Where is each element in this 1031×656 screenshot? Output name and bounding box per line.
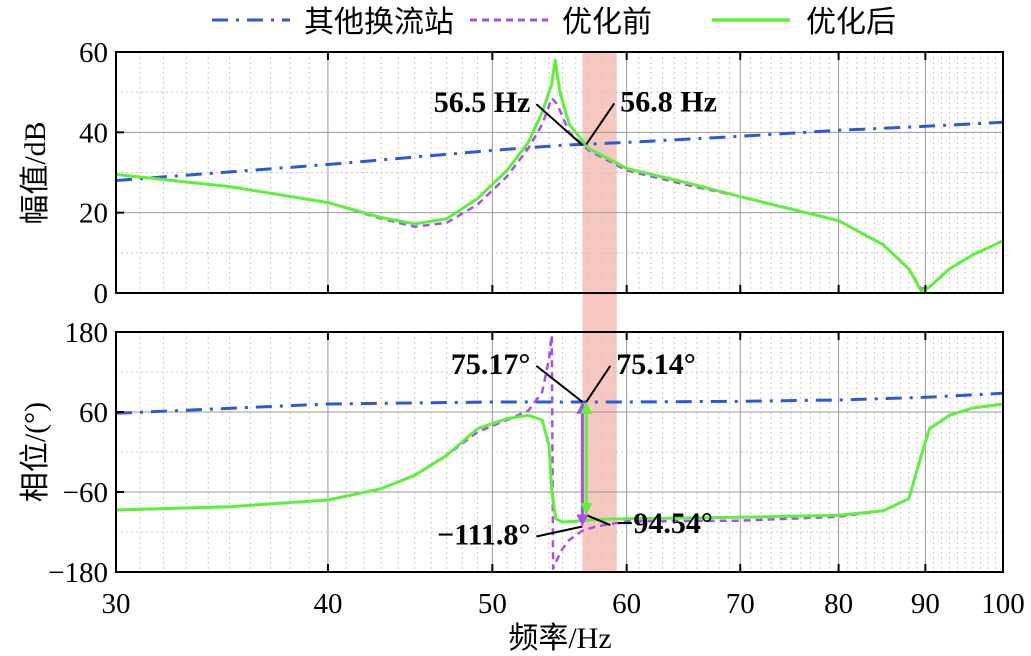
arrow-head-down xyxy=(580,503,593,516)
y-tick-label: −60 xyxy=(63,477,108,509)
y-tick-label: 60 xyxy=(79,37,108,69)
x-tick-label: 70 xyxy=(726,588,755,620)
series-line-magnitude-1 xyxy=(115,96,1004,291)
annotation-leader xyxy=(585,514,611,526)
annotation-label-phase-1: 75.14° xyxy=(616,348,696,381)
x-axis-label: 频率/Hz xyxy=(508,622,611,655)
annotation-leader xyxy=(585,365,612,403)
y-tick-label: 0 xyxy=(94,278,109,310)
y-tick-label: 40 xyxy=(79,117,108,149)
legend: 其他换流站 优化前 优化后 xyxy=(212,6,896,39)
series-line-phase-1 xyxy=(115,334,1004,570)
legend-label-after: 优化后 xyxy=(806,6,896,39)
annotation-leader xyxy=(535,103,584,146)
annotation-label-phase-0: 75.17° xyxy=(451,348,531,381)
annotation-label-phase-3: −94.54° xyxy=(616,507,713,540)
annotation-leader xyxy=(536,525,583,538)
arrow-head-down xyxy=(576,514,589,527)
plot-frame-phase xyxy=(115,331,1004,573)
series-line-phase-0 xyxy=(115,391,1004,415)
y-tick-label: 180 xyxy=(65,317,109,349)
annotation-leader xyxy=(535,365,583,403)
x-tick-label: 100 xyxy=(981,588,1025,620)
y-axis-label-phase: 相位/(°) xyxy=(19,402,52,502)
annotation-label-magnitude-0: 56.5 Hz xyxy=(434,86,531,119)
annotation-label-phase-2: −111.8° xyxy=(437,519,530,552)
legend-label-other: 其他换流站 xyxy=(304,6,454,39)
arrow-head-up xyxy=(580,401,593,414)
y-tick-label: −180 xyxy=(48,557,108,589)
x-tick-label: 50 xyxy=(478,588,507,620)
series-line-phase-2 xyxy=(115,402,1004,524)
annotation-label-magnitude-1: 56.8 Hz xyxy=(620,85,717,118)
legend-label-before: 优化前 xyxy=(562,6,652,39)
y-axis-label-magnitude: 幅值/dB xyxy=(19,121,52,224)
series-line-magnitude-0 xyxy=(115,120,1004,182)
x-tick-label: 40 xyxy=(313,588,342,620)
annotation-leader xyxy=(585,102,616,145)
plot-frame-magnitude xyxy=(115,51,1004,294)
x-tick-label: 60 xyxy=(612,588,641,620)
y-tick-label: 60 xyxy=(79,397,108,429)
x-tick-label: 80 xyxy=(824,588,853,620)
series-line-magnitude-2 xyxy=(115,58,1004,293)
y-tick-label: 20 xyxy=(79,198,108,230)
x-tick-label: 30 xyxy=(102,588,131,620)
highlight-band xyxy=(582,52,617,572)
x-tick-label: 90 xyxy=(911,588,940,620)
